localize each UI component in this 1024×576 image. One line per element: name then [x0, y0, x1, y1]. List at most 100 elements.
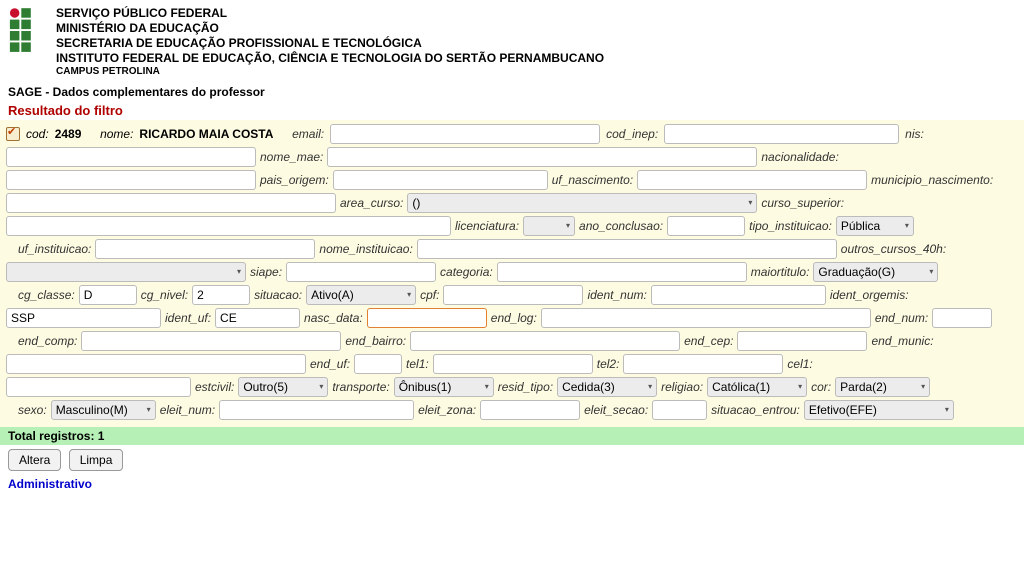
sexo-select[interactable]: Masculino(M)▾: [51, 400, 156, 420]
nome-instituicao-label: nome_instituicao:: [319, 242, 412, 256]
eleit-secao-field[interactable]: [652, 400, 707, 420]
eleit-zona-field[interactable]: [480, 400, 580, 420]
sexo-value: Masculino(M): [56, 403, 128, 417]
administrativo-link[interactable]: Administrativo: [0, 475, 100, 493]
tipo-instituicao-value: Pública: [841, 219, 880, 233]
caret-icon: ▾: [485, 382, 489, 391]
transporte-select[interactable]: Ônibus(1)▾: [394, 377, 494, 397]
cor-select[interactable]: Parda(2)▾: [835, 377, 930, 397]
caret-icon: ▾: [905, 221, 909, 230]
religiao-label: religiao:: [661, 380, 703, 394]
caret-icon: ▾: [407, 290, 411, 299]
licenciatura-label: licenciatura:: [455, 219, 519, 233]
pais-origem-field[interactable]: [333, 170, 548, 190]
uf-instituicao-field[interactable]: [95, 239, 315, 259]
nome-label: nome:: [100, 127, 133, 141]
page-header: SERVIÇO PÚBLICO FEDERAL MINISTÉRIO DA ED…: [0, 0, 1024, 83]
end-cep-label: end_cep:: [684, 334, 733, 348]
tel1-field[interactable]: [433, 354, 593, 374]
altera-button[interactable]: Altera: [8, 449, 61, 471]
nome-instituicao-field[interactable]: [417, 239, 837, 259]
situacao-label: situacao:: [254, 288, 302, 302]
email-label: email:: [292, 127, 324, 141]
estcivil-select[interactable]: Outro(5)▾: [238, 377, 328, 397]
eleit-secao-label: eleit_secao:: [584, 403, 648, 417]
cg-nivel-field[interactable]: [192, 285, 250, 305]
caret-icon: ▾: [648, 382, 652, 391]
end-comp-field[interactable]: [81, 331, 341, 351]
nome-value: RICARDO MAIA COSTA: [139, 127, 273, 141]
uf-nascimento-field[interactable]: [637, 170, 867, 190]
record-checkbox[interactable]: [6, 127, 20, 141]
ident-uf-label: ident_uf:: [165, 311, 211, 325]
situacao-value: Ativo(A): [311, 288, 354, 302]
nasc-data-field[interactable]: [367, 308, 487, 328]
tipo-instituicao-select[interactable]: Pública ▾: [836, 216, 914, 236]
email-field[interactable]: [330, 124, 600, 144]
tel2-field[interactable]: [623, 354, 783, 374]
pais-origem-label: pais_origem:: [260, 173, 329, 187]
curso-superior-field[interactable]: [6, 216, 451, 236]
ident-orgemis-label: ident_orgemis:: [830, 288, 909, 302]
resid-tipo-value: Cedida(3): [562, 380, 615, 394]
nis-label: nis:: [905, 127, 924, 141]
eleit-num-label: eleit_num:: [160, 403, 215, 417]
religiao-value: Católica(1): [712, 380, 770, 394]
nis-field[interactable]: [6, 147, 256, 167]
ident-num-field[interactable]: [651, 285, 826, 305]
end-uf-label: end_uf:: [310, 357, 350, 371]
area-curso-select[interactable]: () ▾: [407, 193, 757, 213]
header-line2: MINISTÉRIO DA EDUCAÇÃO: [56, 21, 604, 36]
siape-field[interactable]: [286, 262, 436, 282]
end-munic-label: end_munic:: [871, 334, 933, 348]
ident-orgemis-field[interactable]: [6, 308, 161, 328]
total-records: Total registros: 1: [0, 427, 1024, 445]
end-num-field[interactable]: [932, 308, 992, 328]
nacionalidade-label: nacionalidade:: [761, 150, 838, 164]
religiao-select[interactable]: Católica(1) ▾: [707, 377, 807, 397]
end-bairro-field[interactable]: [410, 331, 680, 351]
nasc-data-label: nasc_data:: [304, 311, 363, 325]
ident-uf-field[interactable]: [215, 308, 300, 328]
caret-icon: ▾: [748, 198, 752, 207]
caret-icon: ▾: [798, 382, 802, 391]
header-line1: SERVIÇO PÚBLICO FEDERAL: [56, 6, 604, 21]
situacao-entrou-select[interactable]: Efetivo(EFE)▾: [804, 400, 954, 420]
end-munic-field[interactable]: [6, 354, 306, 374]
form-area: cod:2489 nome:RICARDO MAIA COSTA email: …: [0, 120, 1024, 427]
area-curso-value: (): [412, 196, 420, 210]
header-line5: CAMPUS PETROLINA: [56, 66, 604, 79]
cpf-label: cpf:: [420, 288, 439, 302]
header-line3: SECRETARIA DE EDUCAÇÃO PROFISSIONAL E TE…: [56, 36, 604, 51]
end-log-field[interactable]: [541, 308, 871, 328]
end-log-label: end_log:: [491, 311, 537, 325]
resid-tipo-select[interactable]: Cedida(3) ▾: [557, 377, 657, 397]
cel1-field[interactable]: [6, 377, 191, 397]
caret-icon: ▾: [319, 382, 323, 391]
cg-nivel-label: cg_nivel:: [141, 288, 188, 302]
cpf-field[interactable]: [443, 285, 583, 305]
cg-classe-field[interactable]: [79, 285, 137, 305]
tipo-instituicao-label: tipo_instituicao:: [749, 219, 832, 233]
situacao-select[interactable]: Ativo(A) ▾: [306, 285, 416, 305]
eleit-num-field[interactable]: [219, 400, 414, 420]
licenciatura-select[interactable]: ▾: [523, 216, 575, 236]
cod-value: 2489: [55, 127, 82, 141]
ano-conclusao-field[interactable]: [667, 216, 745, 236]
end-uf-field[interactable]: [354, 354, 402, 374]
categoria-label: categoria:: [440, 265, 493, 279]
estcivil-label: estcivil:: [195, 380, 234, 394]
end-cep-field[interactable]: [737, 331, 867, 351]
municipio-nascimento-field[interactable]: [6, 193, 336, 213]
categoria-field[interactable]: [497, 262, 747, 282]
caret-icon: ▾: [929, 267, 933, 276]
nome-mae-field[interactable]: [327, 147, 757, 167]
nacionalidade-field[interactable]: [6, 170, 256, 190]
cg-classe-label: cg_classe:: [18, 288, 75, 302]
limpa-button[interactable]: Limpa: [69, 449, 124, 471]
maiortitulo-select[interactable]: Graduação(G)▾: [813, 262, 938, 282]
outros-cursos-40h-select[interactable]: ▾: [6, 262, 246, 282]
caret-icon: ▾: [921, 382, 925, 391]
sexo-label: sexo:: [18, 403, 47, 417]
cod-inep-field[interactable]: [664, 124, 899, 144]
